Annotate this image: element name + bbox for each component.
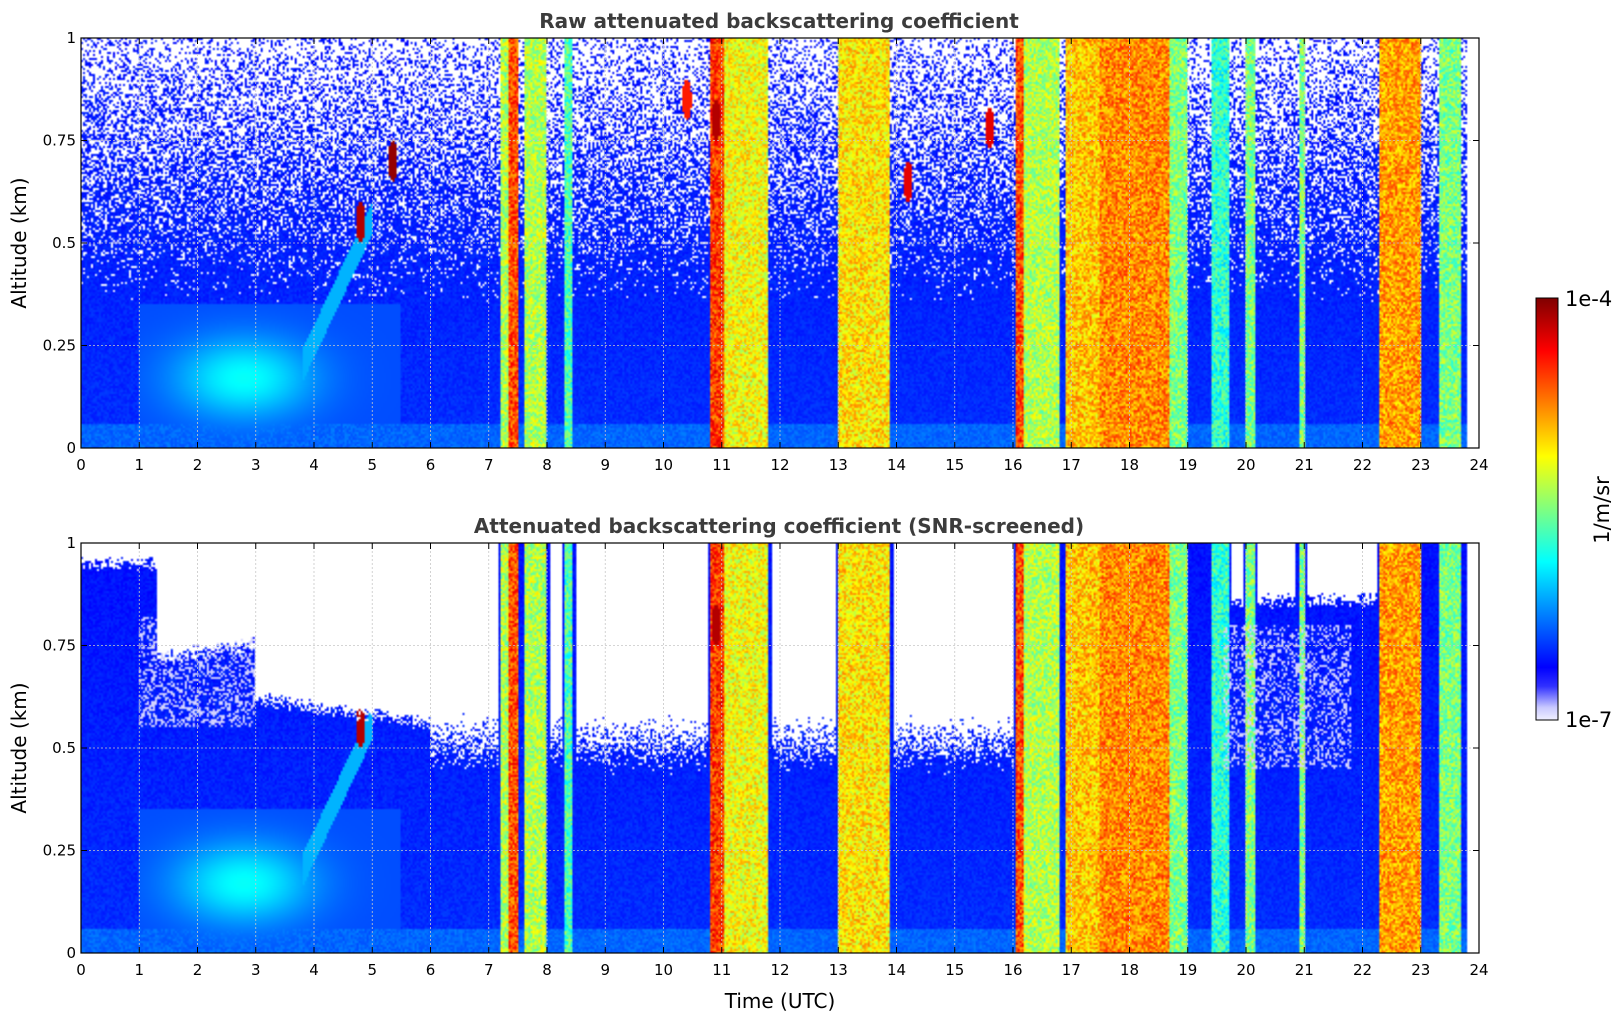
- bottom-x-tick-label: 17: [1062, 961, 1081, 979]
- top-x-tick-label: 15: [945, 456, 964, 474]
- bottom-x-tick-label: 3: [251, 961, 261, 979]
- top-x-tick-label: 11: [712, 456, 731, 474]
- colorbar-max-label: 1e-4: [1565, 287, 1612, 311]
- top-x-tick-label: 10: [654, 456, 673, 474]
- top-grid: [81, 38, 1479, 448]
- top-x-tick-label: 17: [1062, 456, 1081, 474]
- top-x-tick-label: 0: [76, 456, 86, 474]
- bottom-x-tick-label: 10: [654, 961, 673, 979]
- top-y-tick-label: 0: [66, 439, 76, 457]
- top-x-tick-label: 24: [1469, 456, 1488, 474]
- top-y-tick-label: 1: [66, 29, 76, 47]
- bottom-y-tick-label: 0: [66, 944, 76, 962]
- top-panel: Raw attenuated backscattering coefficien…: [7, 9, 1489, 474]
- bottom-x-tick-label: 13: [829, 961, 848, 979]
- colorbar-unit-label: 1/m/sr: [1590, 476, 1614, 544]
- top-x-tick-label: 22: [1353, 456, 1372, 474]
- bottom-panel: Attenuated backscattering coefficient (S…: [7, 514, 1489, 1013]
- top-x-tick-label: 8: [542, 456, 552, 474]
- top-x-tick-label: 23: [1411, 456, 1430, 474]
- bottom-x-tick-label: 8: [542, 961, 552, 979]
- bottom-x-tick-label: 15: [945, 961, 964, 979]
- bottom-x-tick-label: 9: [600, 961, 610, 979]
- bottom-y-tick-label: 0.75: [43, 637, 76, 655]
- bottom-x-tick-label: 5: [367, 961, 377, 979]
- bottom-x-ticks: 0 1 2 3 4 5 6 7 8 9 10 11 12 13 14 15 16 17 18 19 20 21 22 23 24: [76, 543, 1489, 979]
- top-x-tick-label: 18: [1120, 456, 1139, 474]
- top-x-tick-label: 5: [367, 456, 377, 474]
- bottom-x-tick-label: 16: [1003, 961, 1022, 979]
- bottom-y-ticks: 0 0.25 0.5 0.75 1: [43, 534, 1479, 962]
- bottom-y-tick-label: 0.5: [52, 739, 76, 757]
- top-x-tick-label: 4: [309, 456, 319, 474]
- top-x-tick-label: 3: [251, 456, 261, 474]
- bottom-x-tick-label: 11: [712, 961, 731, 979]
- bottom-x-tick-label: 19: [1178, 961, 1197, 979]
- top-chart-title: Raw attenuated backscattering coefficien…: [539, 9, 1019, 33]
- bottom-x-tick-label: 1: [134, 961, 144, 979]
- bottom-x-tick-label: 7: [484, 961, 494, 979]
- colorbar-min-label: 1e-7: [1565, 708, 1612, 732]
- bottom-chart-title: Attenuated backscattering coefficient (S…: [474, 514, 1084, 538]
- bottom-y-axis-label: Altitude (km): [7, 682, 31, 813]
- bottom-x-tick-label: 2: [193, 961, 203, 979]
- top-x-tick-label: 13: [829, 456, 848, 474]
- bottom-x-tick-label: 12: [770, 961, 789, 979]
- top-y-axis-label: Altitude (km): [7, 177, 31, 308]
- top-x-tick-label: 12: [770, 456, 789, 474]
- bottom-x-tick-label: 4: [309, 961, 319, 979]
- top-x-tick-label: 9: [600, 456, 610, 474]
- top-y-tick-label: 0.25: [43, 337, 76, 355]
- bottom-x-tick-label: 18: [1120, 961, 1139, 979]
- top-x-tick-label: 14: [887, 456, 906, 474]
- top-x-ticks: 0 1 2 3 4 5 6 7 8 9 10 11 12 13 14 15 16 17 18 19 20 21 22 23 24: [76, 38, 1489, 474]
- colorbar-gradient: [1535, 297, 1559, 721]
- top-y-tick-label: 0.75: [43, 132, 76, 150]
- top-x-tick-label: 19: [1178, 456, 1197, 474]
- top-y-tick-label: 0.5: [52, 234, 76, 252]
- bottom-y-tick-label: 0.25: [43, 842, 76, 860]
- bottom-x-tick-label: 23: [1411, 961, 1430, 979]
- bottom-x-tick-label: 22: [1353, 961, 1372, 979]
- bottom-x-tick-label: 0: [76, 961, 86, 979]
- top-x-tick-label: 1: [134, 456, 144, 474]
- colorbar: 1e-4 1e-7 1/m/sr: [1535, 287, 1614, 732]
- top-x-tick-label: 2: [193, 456, 203, 474]
- bottom-x-tick-label: 24: [1469, 961, 1488, 979]
- x-axis-label: Time (UTC): [724, 989, 836, 1013]
- bottom-x-tick-label: 6: [426, 961, 436, 979]
- bottom-x-tick-label: 21: [1295, 961, 1314, 979]
- bottom-y-tick-label: 1: [66, 534, 76, 552]
- top-x-tick-label: 6: [426, 456, 436, 474]
- bottom-grid: [81, 543, 1479, 953]
- top-x-tick-label: 21: [1295, 456, 1314, 474]
- bottom-x-tick-label: 20: [1236, 961, 1255, 979]
- top-x-tick-label: 20: [1236, 456, 1255, 474]
- top-y-ticks: 0 0.25 0.5 0.75 1: [43, 29, 1479, 457]
- top-x-tick-label: 16: [1003, 456, 1022, 474]
- top-x-tick-label: 7: [484, 456, 494, 474]
- bottom-x-tick-label: 14: [887, 961, 906, 979]
